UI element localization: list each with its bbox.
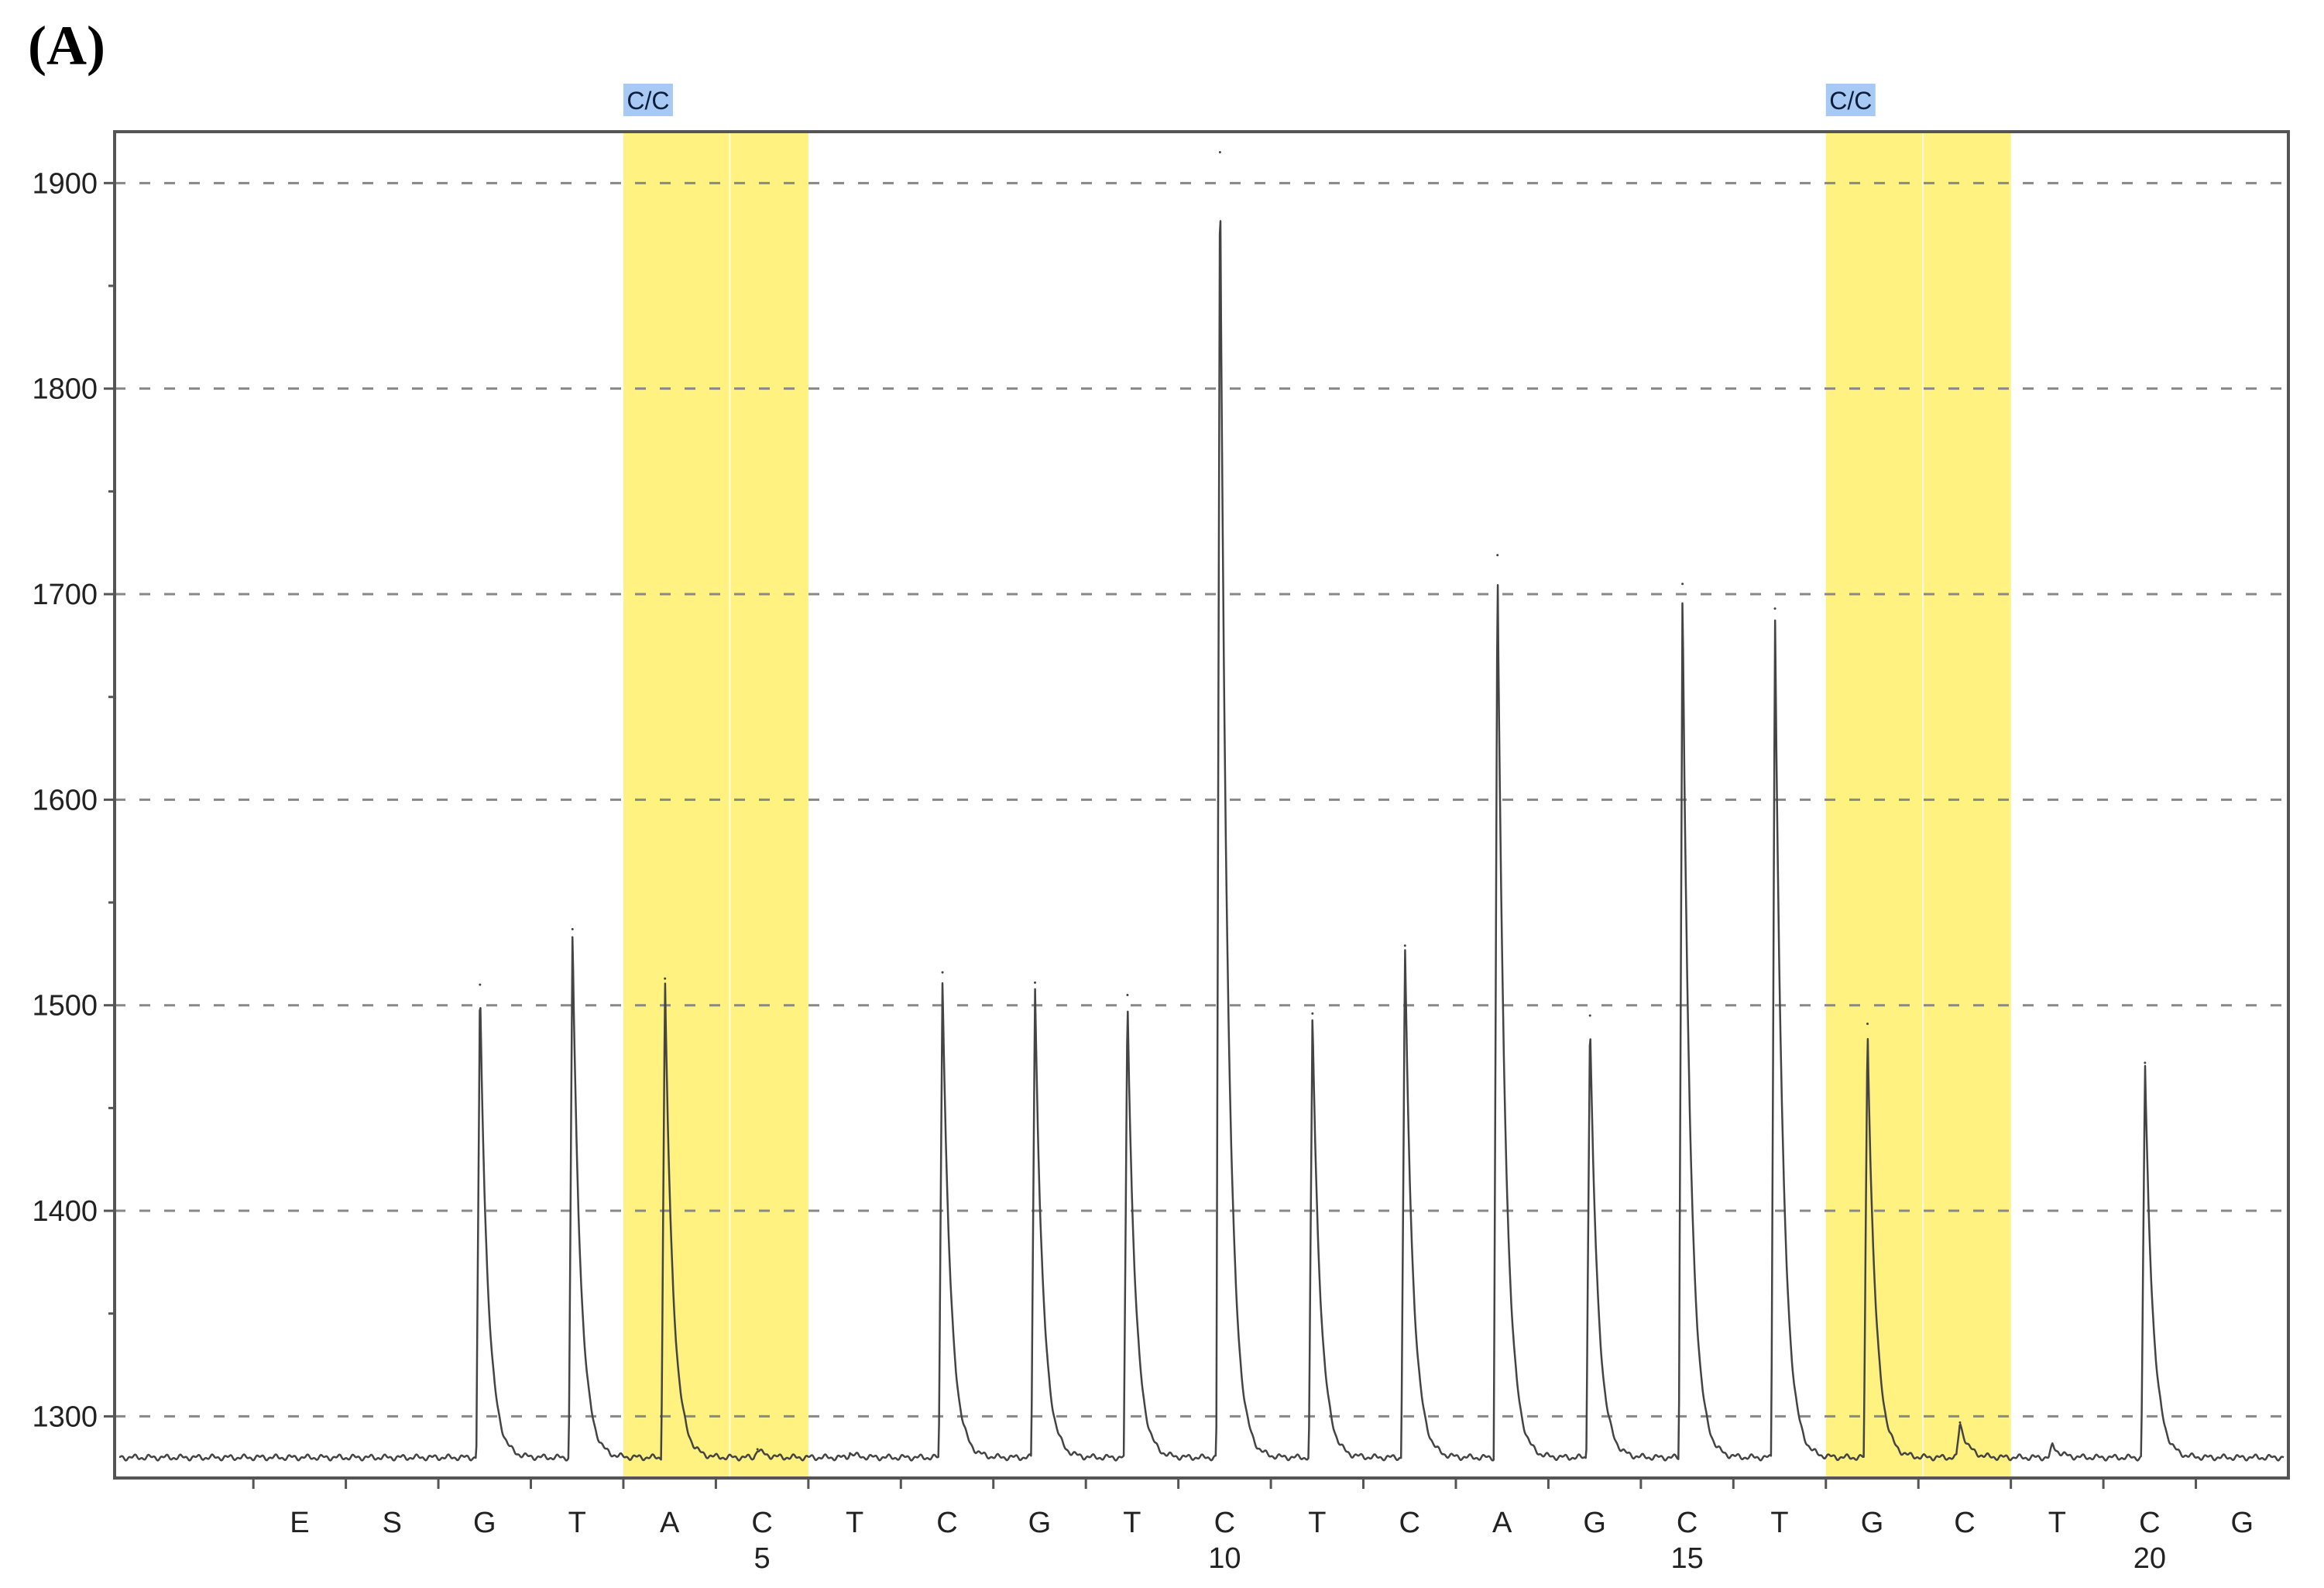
panel-label: (A) <box>28 15 105 77</box>
y-tick-label-1700: 1700 <box>32 579 98 611</box>
peak-17 <box>1681 583 1684 586</box>
dispensation-label-5: A <box>660 1507 680 1539</box>
dispensation-label-16: C <box>1677 1507 1698 1539</box>
peak-12 <box>1218 151 1221 154</box>
y-axis: 1300 1400 1500 1600 1700 1800 1900 <box>32 167 115 1433</box>
dispensation-label-22: G <box>2230 1507 2254 1539</box>
y-tick-label-1800: 1800 <box>32 373 98 406</box>
signal-trace <box>118 220 2285 1462</box>
x-axis: E S G T A C T C G T C T C A G C T G C T C G 5 10 15 20 <box>252 1478 2254 1575</box>
dispensation-label-13: C <box>1399 1507 1420 1539</box>
dispensation-label-7: T <box>846 1507 863 1539</box>
dispensation-label-17: T <box>1770 1507 1788 1539</box>
position-number-20: 20 <box>2133 1542 2166 1575</box>
y-tick-label-1600: 1600 <box>32 784 98 816</box>
peak-10 <box>1033 981 1036 985</box>
peak-19 <box>1866 1023 1869 1026</box>
dispensation-label-10: T <box>1123 1507 1141 1539</box>
y-tick-label-1300: 1300 <box>32 1401 98 1433</box>
variant-highlight-layer <box>623 132 2011 1478</box>
peak-8 <box>849 1452 852 1455</box>
peak-18 <box>1773 607 1776 610</box>
dispensation-label-9: G <box>1028 1507 1052 1539</box>
peak-11 <box>1126 993 1129 996</box>
variant-highlight-2 <box>1825 132 2011 1478</box>
dispensation-label-3: G <box>473 1507 496 1539</box>
genotype-badge-label-1: C/C <box>626 87 669 115</box>
peak-4 <box>479 983 482 986</box>
dispensation-label-8: C <box>936 1507 957 1539</box>
dispensation-label-6: C <box>751 1507 772 1539</box>
trace-layer <box>118 151 2285 1462</box>
dispensation-label-11: C <box>1214 1507 1235 1539</box>
peak-21 <box>2051 1444 2054 1447</box>
genotype-badge-2 <box>1825 84 1876 116</box>
dispensation-label-4: T <box>568 1507 586 1539</box>
plot-frame <box>113 130 2290 1480</box>
dispensation-label-12: T <box>1308 1507 1326 1539</box>
peak-9 <box>941 971 944 974</box>
position-number-10: 10 <box>1208 1542 1241 1575</box>
peak-5 <box>571 928 574 931</box>
y-tick-label-1400: 1400 <box>32 1195 98 1228</box>
dispensation-label-20: T <box>2048 1507 2066 1539</box>
dispensation-label-18: G <box>1861 1507 1884 1539</box>
peak-7 <box>756 1448 759 1451</box>
dispensation-label-21: C <box>2139 1507 2160 1539</box>
peak-13 <box>1311 1012 1314 1015</box>
variant-highlight-1 <box>623 132 808 1478</box>
genotype-badge-label-2: C/C <box>1829 87 1872 115</box>
dispensation-label-15: G <box>1583 1507 1606 1539</box>
genotype-badge-1 <box>623 84 673 116</box>
dispensation-label-1: E <box>290 1507 309 1539</box>
dispensation-label-19: C <box>1954 1507 1975 1539</box>
variant-badge-layer: C/C C/C <box>623 84 1876 116</box>
y-tick-label-1500: 1500 <box>32 990 98 1023</box>
position-number-5: 5 <box>754 1542 771 1575</box>
y-tick-label-1900: 1900 <box>32 167 98 200</box>
peak-22 <box>2144 1061 2147 1064</box>
position-number-15: 15 <box>1670 1542 1703 1575</box>
gridline-layer <box>115 181 2288 1418</box>
peak-6 <box>664 977 667 980</box>
peak-14 <box>1403 944 1406 947</box>
dispensation-label-14: A <box>1492 1507 1512 1539</box>
dispensation-label-2: S <box>383 1507 402 1539</box>
peak-16 <box>1588 1014 1591 1017</box>
peak-20 <box>1958 1421 1962 1424</box>
peak-15 <box>1496 554 1499 557</box>
